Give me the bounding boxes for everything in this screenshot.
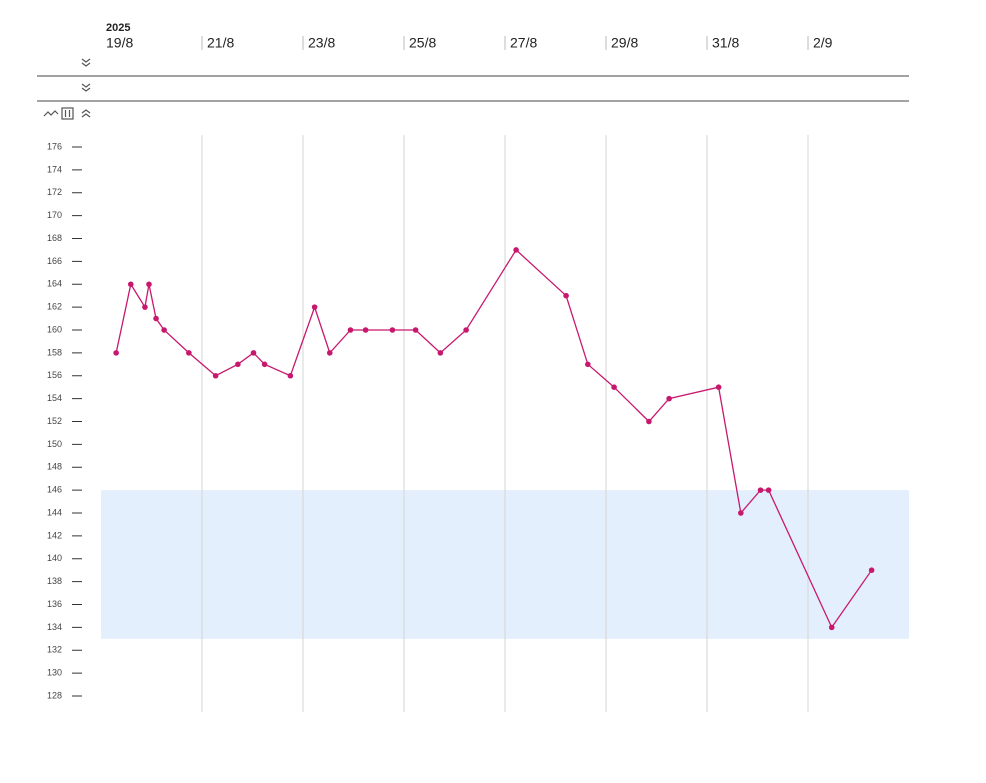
y-tick-label: 170 — [47, 210, 62, 220]
data-point — [666, 395, 672, 402]
year-label: 2025 — [106, 22, 130, 34]
x-tick-label: 21/8 — [207, 35, 234, 51]
data-point — [611, 384, 617, 390]
data-point — [287, 372, 294, 379]
data-point — [212, 372, 219, 379]
data-point — [146, 281, 152, 288]
data-point — [437, 350, 444, 356]
y-tick-label: 146 — [47, 485, 62, 495]
data-point — [463, 327, 469, 333]
y-tick-label: 174 — [47, 164, 62, 174]
y-tick-label: 152 — [47, 416, 62, 426]
data-point — [757, 487, 764, 493]
y-tick-label: 156 — [47, 370, 62, 380]
y-tick-label: 140 — [47, 553, 62, 563]
data-point — [412, 327, 419, 333]
data-point — [362, 327, 369, 333]
y-tick-label: 148 — [47, 462, 62, 472]
data-point — [738, 510, 744, 516]
data-point — [765, 487, 772, 493]
y-tick-label: 132 — [47, 645, 62, 655]
data-point — [868, 567, 875, 573]
data-point — [311, 304, 318, 310]
y-tick-label: 154 — [47, 393, 62, 403]
data-point — [186, 350, 192, 356]
data-point — [563, 292, 569, 299]
data-point — [142, 304, 148, 310]
y-tick-label: 160 — [47, 324, 62, 334]
data-point — [585, 361, 591, 368]
x-tick-label: 2/9 — [813, 35, 833, 51]
y-tick-label: 166 — [47, 256, 62, 266]
x-tick-label: 29/8 — [611, 35, 638, 51]
x-tick-label: 27/8 — [510, 35, 537, 51]
y-tick-label: 164 — [47, 279, 62, 289]
y-tick-label: 138 — [47, 576, 62, 586]
y-tick-label: 172 — [47, 187, 62, 197]
y-tick-label: 176 — [47, 141, 62, 151]
data-line — [115, 248, 873, 629]
y-tick-label: 150 — [47, 439, 62, 449]
data-point — [646, 418, 652, 425]
y-tick-label: 158 — [47, 347, 62, 357]
data-point — [715, 384, 722, 390]
y-tick-label: 162 — [47, 302, 62, 312]
x-tick-label: 19/8 — [106, 35, 133, 51]
data-point — [161, 327, 167, 333]
collapse-icons[interactable] — [43, 58, 91, 120]
data-point — [235, 361, 241, 368]
data-point — [513, 247, 519, 253]
data-point — [261, 361, 268, 368]
data-point — [347, 327, 354, 333]
x-tick-label: 25/8 — [409, 35, 436, 51]
data-point — [250, 350, 257, 356]
x-tick-label: 23/8 — [308, 35, 335, 51]
data-point — [153, 315, 159, 322]
data-point — [326, 350, 333, 356]
y-tick-label: 136 — [47, 599, 62, 609]
y-tick-label: 144 — [47, 507, 62, 517]
y-tick-label: 130 — [47, 668, 62, 678]
y-tick-label: 142 — [47, 530, 62, 540]
y-tick-label: 168 — [47, 233, 62, 243]
y-tick-label: 134 — [47, 622, 62, 632]
data-point — [828, 624, 835, 631]
data-point — [127, 281, 134, 288]
data-point — [113, 350, 119, 356]
x-tick-label: 31/8 — [712, 35, 739, 51]
data-point — [389, 327, 396, 333]
y-tick-label: 128 — [47, 690, 62, 700]
